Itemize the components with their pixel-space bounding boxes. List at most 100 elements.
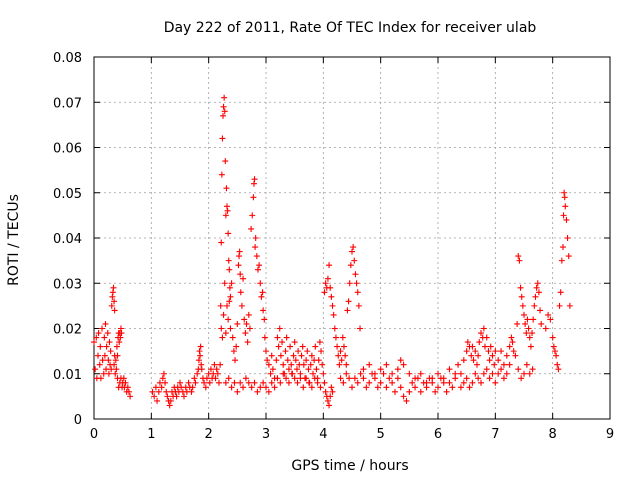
data-point — [246, 325, 253, 332]
data-point — [257, 280, 264, 287]
data-point — [105, 370, 112, 377]
data-point — [324, 275, 331, 282]
data-point — [432, 388, 439, 395]
data-point — [417, 388, 424, 395]
data-point — [397, 384, 404, 391]
data-point — [163, 388, 170, 395]
data-point — [555, 366, 562, 373]
data-point — [397, 357, 404, 364]
data-point — [226, 298, 233, 305]
data-point — [538, 320, 545, 327]
data-point — [234, 388, 241, 395]
data-point — [314, 379, 321, 386]
data-point — [547, 316, 554, 323]
data-point — [248, 384, 255, 391]
data-point — [228, 384, 235, 391]
data-point — [515, 253, 522, 260]
data-point — [242, 330, 249, 337]
data-point — [234, 320, 241, 327]
data-point — [280, 370, 287, 377]
data-point — [218, 171, 225, 178]
data-point — [173, 393, 180, 400]
data-point — [299, 343, 306, 350]
data-point — [189, 384, 196, 391]
data-point — [261, 334, 268, 341]
data-point — [550, 343, 557, 350]
data-point — [269, 366, 276, 373]
data-point — [475, 375, 482, 382]
data-point — [328, 384, 335, 391]
data-point — [305, 366, 312, 373]
data-point — [225, 375, 232, 382]
data-point — [480, 370, 487, 377]
data-point — [226, 266, 233, 273]
data-point — [303, 375, 310, 382]
data-point — [224, 203, 231, 210]
data-point — [446, 379, 453, 386]
data-point — [533, 284, 540, 291]
data-point — [297, 375, 304, 382]
data-point — [207, 366, 214, 373]
data-point — [529, 366, 536, 373]
data-point — [276, 325, 283, 332]
data-point — [466, 384, 473, 391]
data-point — [394, 366, 401, 373]
data-point — [509, 339, 516, 346]
data-point — [271, 384, 278, 391]
data-point — [237, 271, 244, 278]
data-point — [357, 370, 364, 377]
data-point — [357, 325, 364, 332]
data-point — [344, 307, 351, 314]
data-point — [468, 352, 475, 359]
data-point — [219, 334, 226, 341]
data-point — [252, 235, 259, 241]
data-point — [354, 289, 361, 296]
data-point — [492, 348, 499, 355]
x-tick-label: 9 — [606, 427, 614, 442]
data-point — [237, 289, 244, 296]
data-point — [250, 180, 257, 187]
data-point — [213, 366, 220, 373]
data-point — [288, 361, 295, 368]
data-point — [563, 216, 570, 223]
data-point — [334, 343, 341, 350]
data-point — [363, 384, 370, 391]
data-point — [92, 366, 99, 373]
data-point — [311, 375, 318, 382]
data-point — [353, 280, 360, 287]
data-point — [360, 366, 367, 373]
data-point — [483, 366, 490, 373]
data-point — [327, 284, 334, 291]
data-point — [292, 357, 299, 364]
data-point — [561, 194, 568, 201]
data-point — [518, 293, 525, 300]
data-point — [155, 388, 162, 395]
data-point — [522, 320, 529, 327]
data-point — [312, 343, 319, 350]
data-point — [231, 379, 238, 386]
data-point — [260, 307, 267, 314]
data-point — [383, 384, 390, 391]
data-point — [518, 375, 525, 382]
data-point — [412, 375, 419, 382]
data-point — [559, 244, 566, 251]
x-tick-label: 7 — [491, 427, 499, 442]
data-point — [463, 375, 470, 382]
data-point — [223, 185, 230, 192]
data-point — [195, 357, 202, 364]
data-point — [554, 361, 561, 368]
data-point — [185, 379, 192, 386]
data-point — [339, 334, 346, 341]
data-point — [446, 366, 453, 373]
data-point — [310, 370, 317, 377]
data-point — [491, 361, 498, 368]
data-point — [212, 375, 219, 382]
data-point — [222, 158, 229, 165]
data-point — [366, 361, 373, 368]
data-point — [417, 370, 424, 377]
data-point — [489, 352, 496, 359]
data-point — [506, 343, 513, 350]
data-point — [291, 339, 298, 346]
data-point — [469, 343, 476, 350]
data-point — [346, 375, 353, 382]
